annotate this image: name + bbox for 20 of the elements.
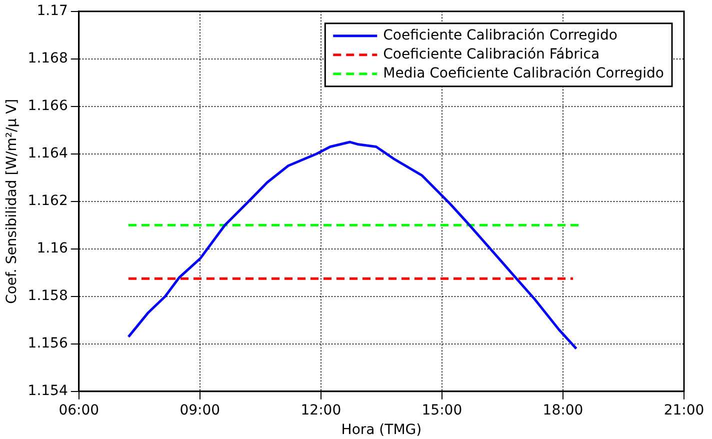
- x-tick-label: 09:00: [180, 402, 220, 418]
- y-tick-label: 1.158: [28, 288, 68, 304]
- y-axis-title: Coef. Sensibilidad [W/m²/μ V]: [4, 98, 20, 304]
- legend-label: Coeficiente Calibración Corregido: [383, 28, 618, 44]
- y-tick-label: 1.17: [36, 3, 68, 20]
- x-tick-label: 21:00: [664, 402, 704, 418]
- x-axis-title: Hora (TMG): [341, 422, 422, 438]
- x-tick-label: 06:00: [58, 402, 100, 418]
- y-tick-label: 1.156: [28, 336, 68, 352]
- legend-label: Media Coeficiente Calibración Corregido: [383, 66, 664, 82]
- y-tick-label: 1.16: [36, 240, 68, 257]
- y-tick-label: 1.162: [28, 193, 68, 210]
- y-tick-label: 1.166: [28, 98, 68, 114]
- x-tick-label: 12:00: [300, 402, 342, 418]
- x-tick-label: 18:00: [542, 402, 584, 418]
- x-tick-label: 15:00: [422, 402, 462, 418]
- y-tick-label: 1.164: [28, 146, 68, 162]
- y-tick-label: 1.168: [28, 50, 68, 67]
- legend-label: Coeficiente Calibración Fábrica: [383, 46, 600, 63]
- y-tick-label: 1.154: [28, 383, 68, 400]
